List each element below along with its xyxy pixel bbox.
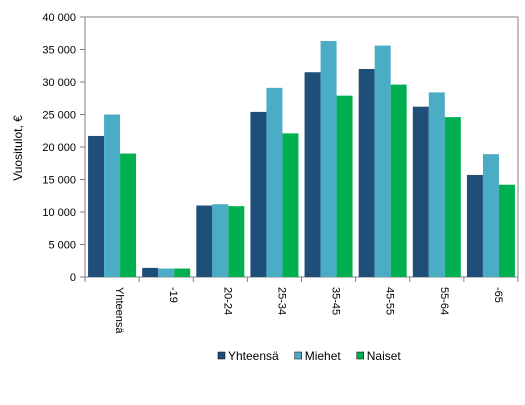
y-tick-label: 15 000	[42, 175, 76, 187]
bar	[104, 114, 121, 277]
plot-area	[84, 16, 519, 278]
bar	[142, 267, 159, 277]
x-tick-label: 25-34	[275, 287, 287, 315]
legend-swatch	[356, 351, 364, 360]
bar	[374, 45, 391, 277]
bar	[498, 184, 515, 277]
x-tick-label: 35-45	[330, 287, 342, 315]
bar	[88, 135, 105, 277]
x-tick-label: -19	[167, 287, 179, 303]
bar	[390, 84, 407, 277]
legend: Yhteensä Miehet Naiset	[217, 349, 402, 363]
x-tick-label: 20-24	[221, 287, 233, 315]
bar	[304, 72, 321, 277]
bar	[320, 41, 337, 277]
bar	[466, 174, 483, 277]
y-tick-label: 40 000	[42, 12, 76, 24]
bar	[174, 268, 191, 277]
x-tick-label: -65	[492, 287, 504, 303]
bar	[336, 95, 353, 278]
legend-label: Naiset	[367, 349, 402, 363]
legend-label: Yhteensä	[228, 349, 279, 363]
bar	[250, 111, 267, 278]
legend-swatch	[294, 351, 302, 360]
legend-label: Miehet	[305, 349, 342, 363]
y-tick-label: 35 000	[42, 45, 76, 57]
y-axis-title: Vuositulot, €	[11, 115, 25, 181]
y-tick-label: 30 000	[42, 77, 76, 89]
bar	[196, 205, 213, 277]
y-tick-label: 25 000	[42, 110, 76, 122]
bar	[482, 154, 499, 277]
bar	[358, 69, 375, 277]
bar	[120, 153, 137, 277]
x-tick-label: 45-55	[384, 287, 396, 315]
bar	[228, 206, 245, 277]
x-axis-ticks: Yhteensä -19 20-24 25-34 35-45 45-55 55-64 -65	[84, 277, 519, 334]
y-tick-label: 0	[70, 272, 76, 284]
y-axis-ticks: 0 5 000 10 000 15 000 20 000 25 000 30 000 35 0…	[42, 12, 85, 284]
bar	[266, 87, 283, 277]
bar	[212, 204, 229, 277]
x-tick-label: Yhteensä	[113, 287, 125, 334]
y-tick-label: 10 000	[42, 207, 76, 219]
bar	[282, 133, 299, 277]
y-tick-label: 5 000	[48, 240, 76, 252]
x-tick-label: 55-64	[438, 287, 450, 315]
bar	[428, 92, 445, 278]
y-tick-label: 20 000	[42, 142, 76, 154]
bar	[158, 268, 175, 277]
bar	[444, 117, 461, 277]
bar	[412, 106, 429, 277]
legend-swatch	[217, 351, 226, 360]
